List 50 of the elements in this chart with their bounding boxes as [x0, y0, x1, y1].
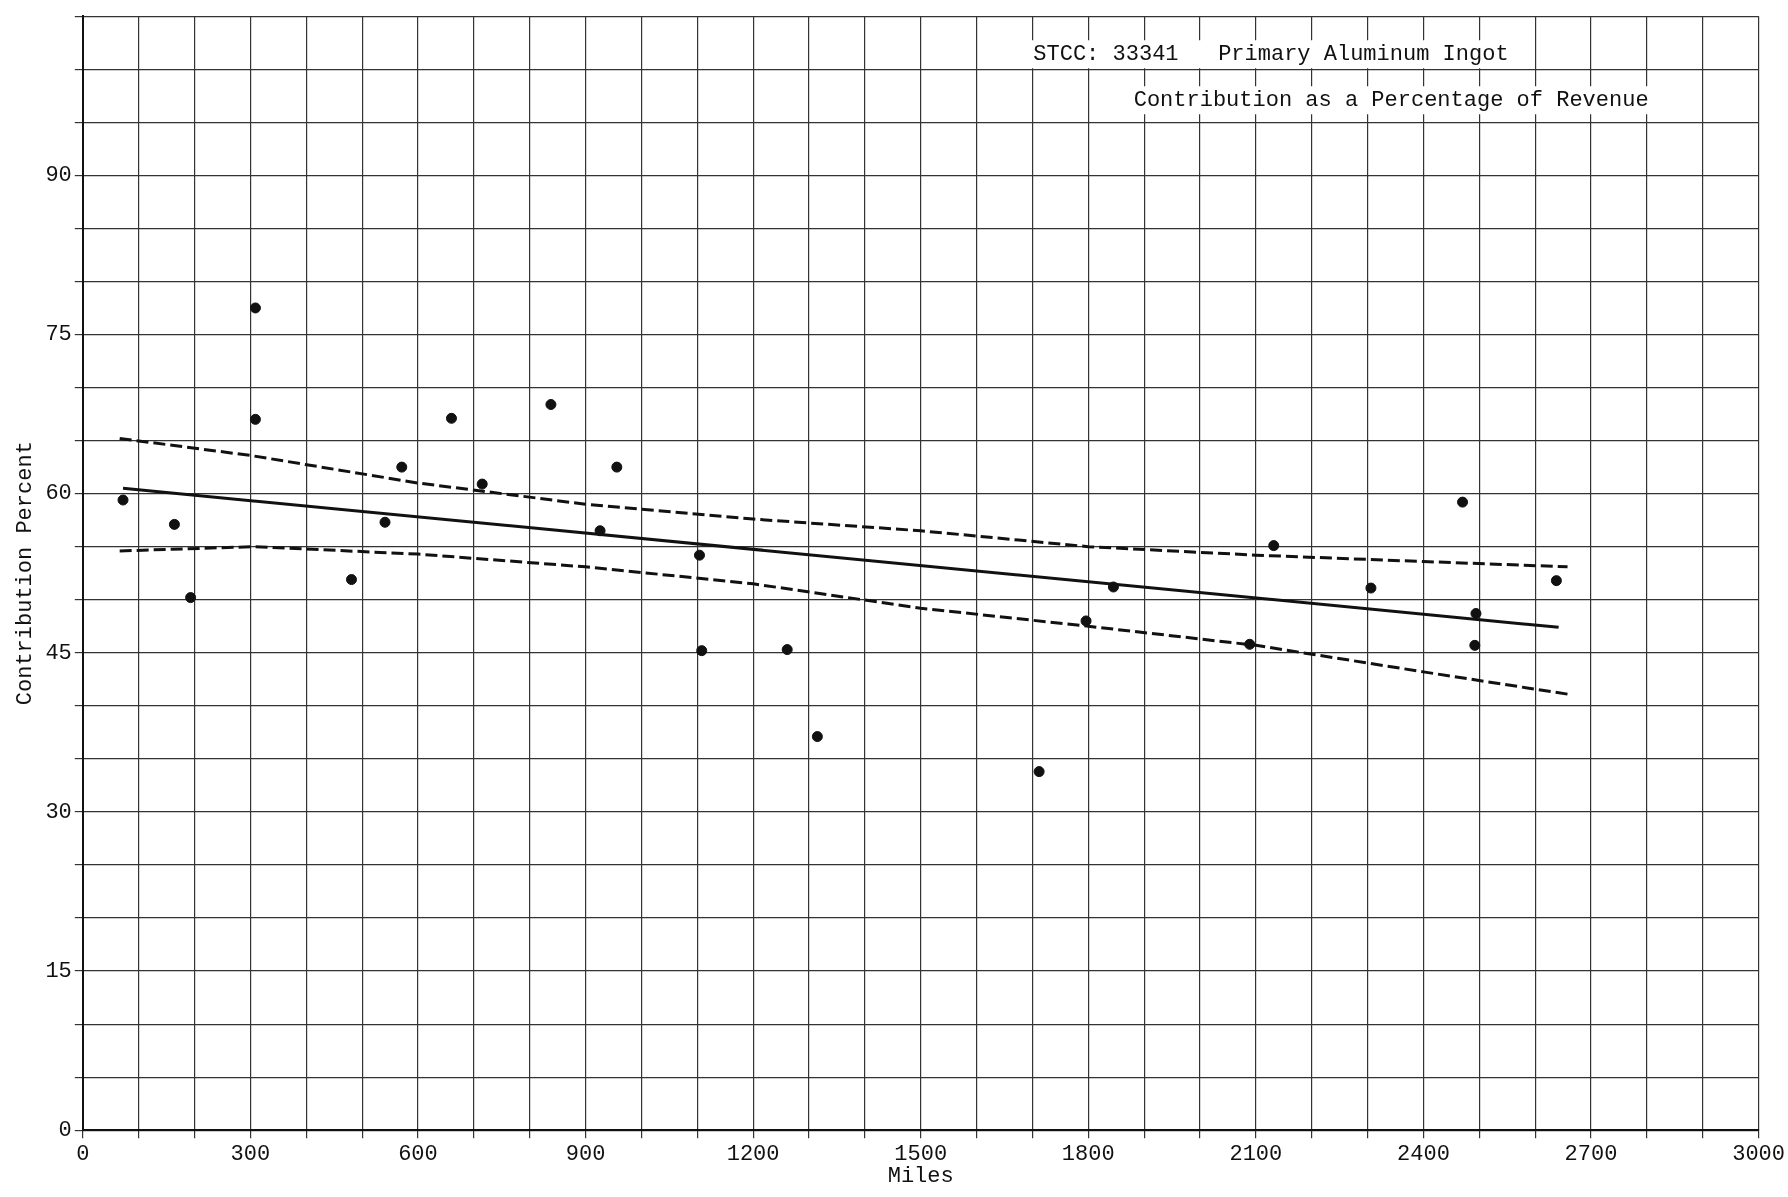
text: STCC: 33341 Primary Aluminum Ingot: [1033, 42, 1509, 68]
y-axis-title: Contribution Percent: [13, 441, 39, 706]
x-tick-label: 600: [398, 1142, 438, 1168]
point: [1268, 540, 1280, 552]
point: [1550, 575, 1562, 587]
point: [594, 525, 606, 537]
x-tick-label: 3000: [1732, 1142, 1785, 1168]
point: [1470, 608, 1482, 620]
point: [1033, 766, 1045, 778]
point: [811, 731, 823, 743]
x-tick-label: 1800: [1061, 1142, 1115, 1168]
y-tick-label: 0: [58, 1118, 72, 1144]
point: [476, 478, 488, 490]
y-tick-label: 45: [45, 640, 72, 666]
point: [1244, 638, 1256, 650]
point: [396, 461, 408, 473]
line-series: [118, 436, 1570, 569]
x-tick-label: 1200: [726, 1142, 780, 1168]
point: [545, 399, 557, 411]
point: [117, 494, 129, 506]
point: [694, 549, 705, 561]
y-tick-label: 60: [45, 481, 72, 507]
point: [1457, 496, 1469, 508]
point: [168, 518, 180, 530]
text: Contribution as a Percentage of Revenue: [1133, 88, 1649, 114]
x-axis-title: Miles: [887, 1163, 954, 1189]
x-tick-label: 2700: [1564, 1142, 1618, 1168]
x-tick-label: 300: [230, 1142, 271, 1168]
x-tick-label: 2100: [1229, 1142, 1283, 1168]
point: [445, 412, 457, 424]
point: [379, 516, 391, 528]
point: [249, 413, 261, 425]
point: [185, 592, 197, 604]
y-tick-label: 30: [45, 799, 72, 825]
line-series: [118, 545, 1570, 696]
x-tick-label: 2400: [1397, 1142, 1450, 1168]
x-tick-label: 0: [76, 1142, 90, 1168]
point: [1107, 581, 1119, 593]
point: [249, 302, 261, 314]
y-tick-label: 90: [45, 163, 72, 189]
point: [696, 645, 708, 657]
y-tick-label: 15: [45, 958, 72, 984]
point: [611, 461, 623, 473]
point: [345, 574, 357, 586]
y-tick-label: 75: [45, 322, 72, 348]
x-tick-label: 900: [565, 1142, 606, 1168]
point: [781, 644, 793, 656]
point: [1365, 582, 1377, 594]
point: [1080, 615, 1092, 627]
point: [1469, 639, 1481, 651]
